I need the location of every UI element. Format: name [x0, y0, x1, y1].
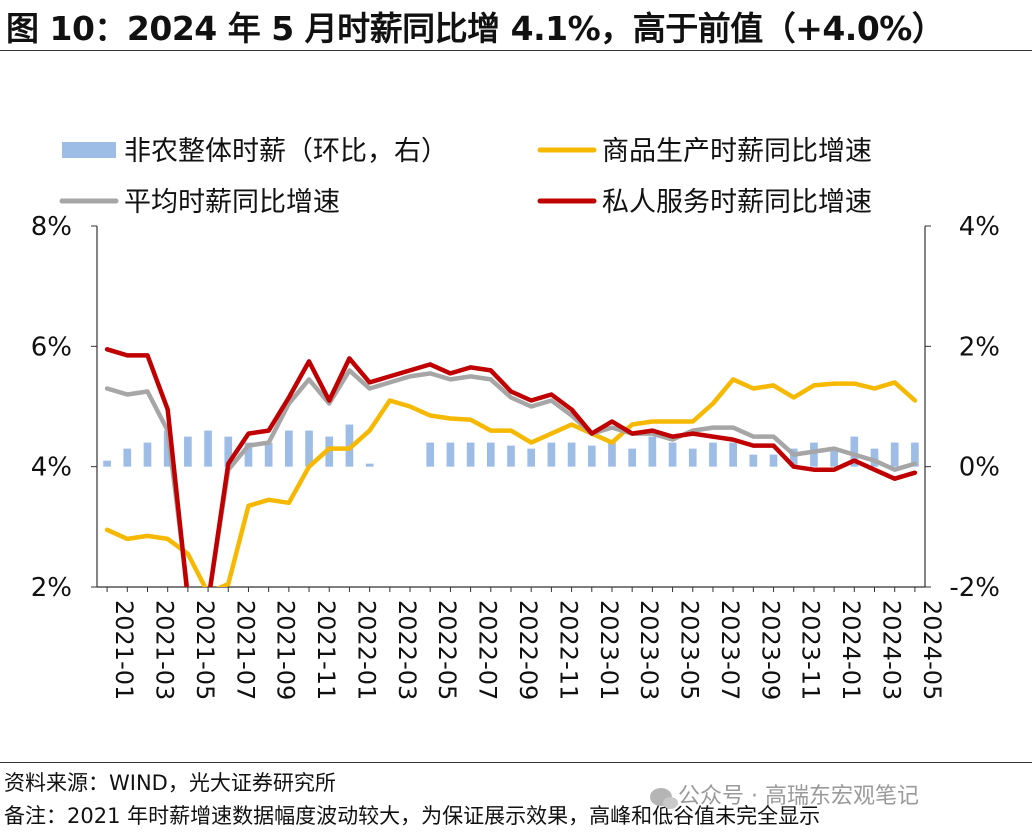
- x-tick-label: 2022-01: [352, 600, 380, 700]
- y-right-tick-label: 0%: [959, 453, 1000, 483]
- bar-hourly-mom: [850, 436, 859, 467]
- bar-hourly-mom: [446, 442, 455, 467]
- bar-hourly-mom: [890, 442, 899, 467]
- bar-hourly-mom: [769, 454, 778, 467]
- bar-hourly-mom: [123, 448, 132, 467]
- bar-hourly-mom: [244, 442, 253, 467]
- bar-hourly-mom: [567, 442, 576, 467]
- bar-hourly-mom: [325, 436, 334, 467]
- x-tick-label: 2021-05: [191, 600, 219, 700]
- x-tick-label: 2023-01: [595, 600, 623, 700]
- x-tick-label: 2023-03: [635, 600, 663, 700]
- x-tick-label: 2023-07: [716, 600, 744, 700]
- x-tick-label: 2024-01: [837, 600, 865, 700]
- bar-hourly-mom: [870, 448, 879, 467]
- legend-goods-yoy: 商品生产时薪同比增速: [537, 136, 872, 167]
- y-right-tick-label: 2%: [959, 332, 1000, 362]
- x-tick-label: 2022-03: [393, 600, 421, 700]
- x-tick-label: 2022-09: [514, 600, 542, 700]
- bar-hourly-mom: [486, 442, 495, 467]
- bar-hourly-mom: [648, 436, 657, 467]
- bar-hourly-mom: [547, 442, 556, 467]
- bar-hourly-mom: [729, 442, 737, 467]
- bar-hourly-mom: [668, 442, 677, 467]
- x-tick-label: 2021-11: [312, 600, 340, 700]
- bar-hourly-mom: [628, 448, 637, 467]
- y-left-tick-label: 8%: [31, 212, 72, 242]
- y-left-tick-label: 4%: [31, 453, 72, 483]
- x-tick-label: 2022-05: [433, 600, 461, 700]
- bar-hourly-mom: [426, 442, 435, 467]
- bar-hourly-mom: [709, 442, 717, 467]
- legend-label: 非农整体时薪（环比，右）: [124, 136, 448, 167]
- wechat-icon: [650, 788, 678, 809]
- x-tick-label: 2023-05: [676, 600, 704, 700]
- legend-average-yoy: 平均时薪同比增速: [59, 187, 340, 218]
- x-tick-label: 2021-09: [272, 600, 300, 700]
- bar-hourly-mom: [143, 442, 152, 467]
- x-tick-label: 2024-05: [918, 600, 946, 700]
- x-tick-label: 2021-07: [231, 600, 259, 700]
- bar-hourly-mom: [224, 436, 233, 467]
- legend-swatch: [62, 142, 116, 158]
- bar-hourly-mom: [103, 460, 111, 467]
- bar-hourly-mom: [587, 445, 596, 467]
- legend-bar-hourly-mom: 非农整体时薪（环比，右）: [62, 136, 448, 167]
- bar-hourly-mom: [466, 442, 475, 467]
- plot-area: [103, 347, 919, 587]
- bar-hourly-mom: [911, 442, 919, 467]
- y-right-tick-label: -2%: [949, 573, 1000, 603]
- y-left-tick-label: 2%: [31, 573, 72, 603]
- legend-label: 商品生产时薪同比增速: [602, 136, 872, 167]
- bar-hourly-mom: [749, 454, 758, 467]
- line-services-yoy: [104, 347, 918, 587]
- bar-hourly-mom: [204, 430, 212, 467]
- y-left-tick-label: 6%: [31, 332, 72, 362]
- bar-hourly-mom: [264, 442, 273, 467]
- legend-services-yoy: 私人服务时薪同比增速: [537, 187, 872, 218]
- title-divider: [0, 50, 1032, 51]
- bar-hourly-mom: [789, 448, 798, 467]
- bar-hourly-mom: [608, 442, 616, 467]
- x-tick-label: 2021-03: [150, 600, 178, 700]
- x-tick-label: 2022-07: [474, 600, 502, 700]
- x-tick-label: 2021-01: [110, 600, 138, 700]
- x-tick-label: 2023-09: [756, 600, 784, 700]
- bar-hourly-mom: [810, 442, 818, 467]
- bar-hourly-mom: [285, 430, 293, 467]
- line-goods-yoy: [104, 377, 918, 587]
- chart-title: 图 10：2024 年 5 月时薪同比增 4.1%，高于前值（+4.0%）: [6, 9, 945, 48]
- footer-divider: [0, 762, 1032, 763]
- chart-svg: 8% 6% 4% 2% 4% 2% 0% -2% 2021-01 2021-03 2021-05 20…: [31, 136, 1000, 700]
- bar-hourly-mom: [507, 445, 515, 467]
- legend-label: 私人服务时薪同比增速: [602, 187, 872, 218]
- source-note: 资料来源：WIND，光大证券研究所: [4, 771, 336, 795]
- watermark: 公众号 · 高瑞东宏观笔记: [650, 778, 919, 810]
- line-average-yoy: [104, 368, 918, 587]
- x-tick-label: 2023-11: [797, 600, 825, 700]
- bar-hourly-mom: [365, 463, 374, 467]
- remark-note: 备注：2021 年时薪增速数据幅度波动较大，为保证展示效果，高峰和低谷值未完全显…: [4, 804, 821, 828]
- x-tick-label: 2022-11: [554, 600, 582, 700]
- bar-hourly-mom: [830, 448, 838, 467]
- bar-hourly-mom: [688, 448, 697, 467]
- bar-hourly-mom: [305, 430, 313, 467]
- watermark-text: 公众号 · 高瑞东宏观笔记: [678, 784, 919, 809]
- x-tick-label: 2024-03: [878, 600, 906, 700]
- y-right-tick-label: 4%: [959, 212, 1000, 242]
- bar-hourly-mom: [184, 436, 192, 467]
- bar-hourly-mom: [527, 448, 536, 467]
- legend-label: 平均时薪同比增速: [124, 187, 340, 218]
